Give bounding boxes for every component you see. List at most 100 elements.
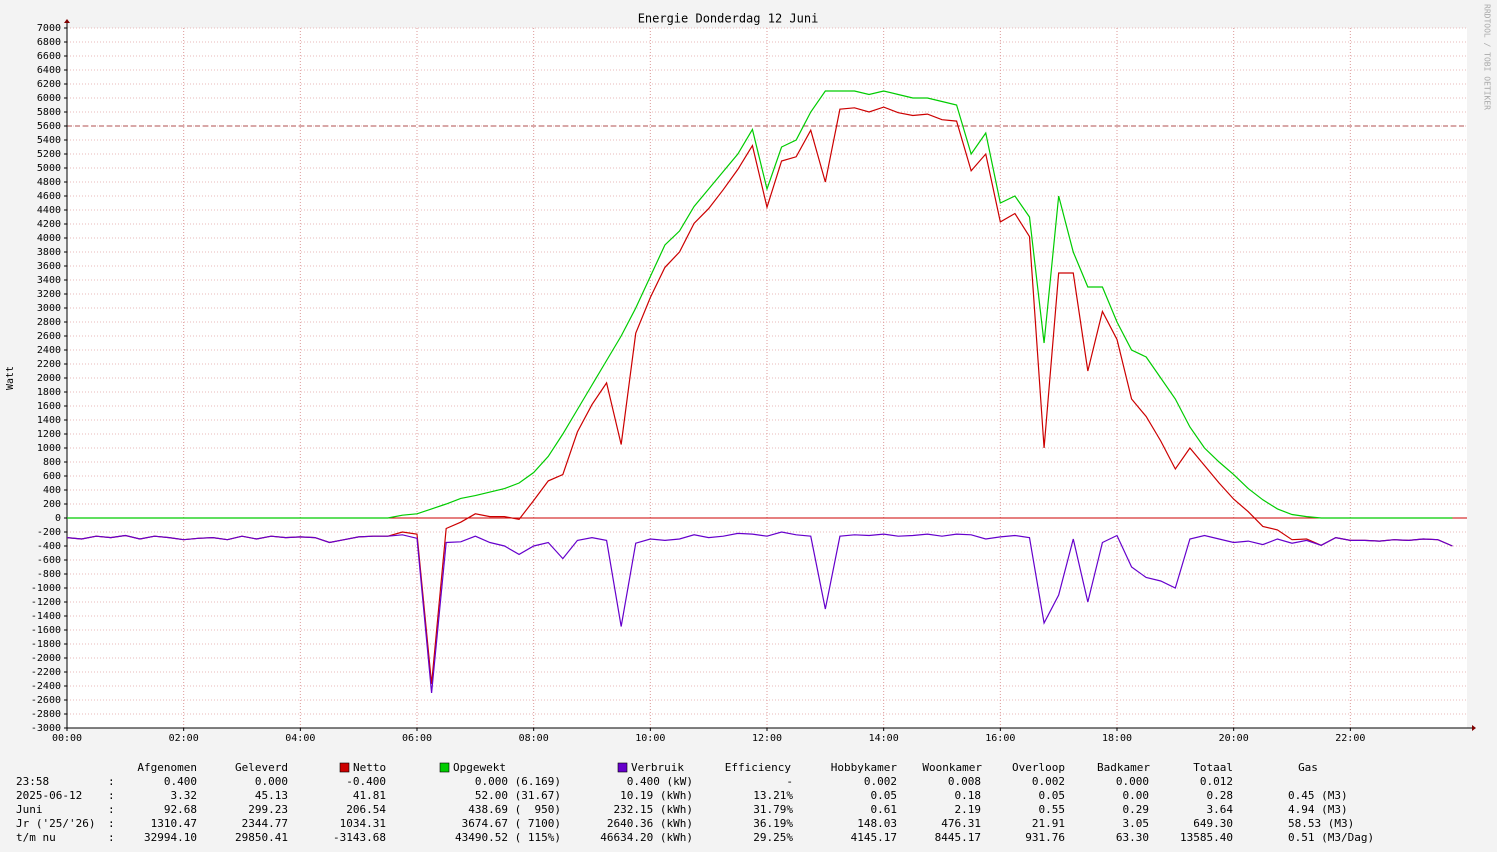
- y-tick-label: 3200: [37, 289, 61, 300]
- table-cell: 52.00 (31.67): [475, 789, 561, 802]
- table-header: Afgenomen: [137, 761, 197, 774]
- table-cell: 0.002: [864, 775, 897, 788]
- y-tick-label: 6000: [37, 93, 61, 104]
- y-tick-label: 2800: [37, 317, 61, 328]
- y-tick-label: -600: [37, 555, 61, 566]
- y-tick-label: -1800: [31, 639, 61, 650]
- x-tick-label: 08:00: [519, 733, 549, 744]
- watermark: RRDTOOL / TOBI OETIKER: [1483, 4, 1492, 110]
- y-tick-label: 4200: [37, 219, 61, 230]
- table-cell: 3674.67 ( 7100): [462, 817, 561, 830]
- x-tick-label: 00:00: [52, 733, 82, 744]
- table-header: Efficiency: [725, 761, 792, 774]
- y-tick-label: -1200: [31, 597, 61, 608]
- y-tick-label: 4600: [37, 191, 61, 202]
- table-cell: 2640.36 (kWh): [607, 817, 693, 830]
- y-tick-label: 2000: [37, 373, 61, 384]
- y-tick-label: -200: [37, 527, 61, 538]
- y-tick-label: 2200: [37, 359, 61, 370]
- row-separator: :: [108, 803, 115, 816]
- table-cell: 13.21%: [753, 789, 793, 802]
- x-tick-label: 16:00: [985, 733, 1015, 744]
- table-cell: 8445.17: [935, 831, 981, 844]
- table-cell: 13585.40: [1180, 831, 1233, 844]
- table-cell: 0.000: [255, 775, 288, 788]
- table-cell: 476.31: [941, 817, 981, 830]
- table-cell: 4145.17: [851, 831, 897, 844]
- y-tick-label: 5600: [37, 121, 61, 132]
- table-cell: -3143.68: [333, 831, 386, 844]
- table-cell: 32994.10: [144, 831, 197, 844]
- y-tick-label: 3000: [37, 303, 61, 314]
- y-tick-label: 600: [43, 471, 61, 482]
- table-cell: 1310.47: [151, 817, 197, 830]
- y-tick-label: 4800: [37, 177, 61, 188]
- y-tick-label: 800: [43, 457, 61, 468]
- y-tick-label: 200: [43, 499, 61, 510]
- table-cell: 0.000 (6.169): [475, 775, 561, 788]
- y-tick-label: 3400: [37, 275, 61, 286]
- row-separator: :: [108, 789, 115, 802]
- legend-swatch: [339, 762, 350, 773]
- x-tick-label: 04:00: [285, 733, 315, 744]
- row-label: 2025-06-12: [16, 789, 82, 802]
- table-header: Gas: [1298, 761, 1318, 774]
- y-tick-label: -3000: [31, 723, 61, 734]
- y-tick-label: 1800: [37, 387, 61, 398]
- y-tick-label: 0: [55, 513, 61, 524]
- table-cell: 0.400 (kW): [627, 775, 693, 788]
- x-tick-label: 10:00: [635, 733, 665, 744]
- table-cell: 43490.52 ( 115%): [455, 831, 561, 844]
- series-line: [67, 90, 1453, 519]
- table-cell: 21.91: [1032, 817, 1065, 830]
- y-tick-label: 7000: [37, 23, 61, 34]
- table-cell: 3.05: [1123, 817, 1150, 830]
- table-cell: 931.76: [1025, 831, 1065, 844]
- y-tick-label: 6800: [37, 37, 61, 48]
- y-tick-label: -1400: [31, 611, 61, 622]
- row-label: t/m nu: [16, 831, 56, 844]
- y-tick-label: 400: [43, 485, 61, 496]
- row-separator: :: [108, 775, 115, 788]
- table-header: Badkamer: [1097, 761, 1150, 774]
- y-tick-label: 4000: [37, 233, 61, 244]
- y-tick-label: 3600: [37, 261, 61, 272]
- table-cell: 58.53 (M3): [1288, 817, 1354, 830]
- row-separator: :: [108, 831, 115, 844]
- table-cell: 0.18: [955, 789, 982, 802]
- y-tick-label: 1600: [37, 401, 61, 412]
- table-cell: 46634.20 (kWh): [600, 831, 693, 844]
- table-cell: 63.30: [1116, 831, 1149, 844]
- y-tick-label: -2000: [31, 653, 61, 664]
- legend-label: Opgewekt: [453, 761, 506, 774]
- table-header: Geleverd: [235, 761, 288, 774]
- legend-swatch: [439, 762, 450, 773]
- table-cell: 0.61: [871, 803, 898, 816]
- y-tick-label: 5200: [37, 149, 61, 160]
- table-cell: 3.64: [1207, 803, 1234, 816]
- y-tick-label: -1000: [31, 583, 61, 594]
- x-tick-label: 14:00: [869, 733, 899, 744]
- table-cell: 0.400: [164, 775, 197, 788]
- x-tick-label: 22:00: [1335, 733, 1365, 744]
- chart-title: Energie Donderdag 12 Juni: [638, 12, 819, 26]
- table-cell: 36.19%: [753, 817, 793, 830]
- table-cell: 10.19 (kWh): [620, 789, 693, 802]
- table-cell: 3.32: [171, 789, 198, 802]
- table-cell: 31.79%: [753, 803, 793, 816]
- table-cell: -: [786, 775, 793, 788]
- table-cell: 0.55: [1039, 803, 1066, 816]
- table-cell: 4.94 (M3): [1288, 803, 1348, 816]
- y-tick-label: -2200: [31, 667, 61, 678]
- table-cell: 0.51 (M3/Dag): [1288, 831, 1374, 844]
- table-cell: 0.29: [1123, 803, 1150, 816]
- table-cell: 29850.41: [235, 831, 288, 844]
- table-cell: 0.05: [1039, 789, 1066, 802]
- legend-label: Netto: [353, 761, 386, 774]
- table-header: Woonkamer: [922, 761, 982, 774]
- table-cell: 0.00: [1123, 789, 1150, 802]
- row-label: 23:58: [16, 775, 49, 788]
- table-cell: 206.54: [346, 803, 386, 816]
- table-cell: 0.002: [1032, 775, 1065, 788]
